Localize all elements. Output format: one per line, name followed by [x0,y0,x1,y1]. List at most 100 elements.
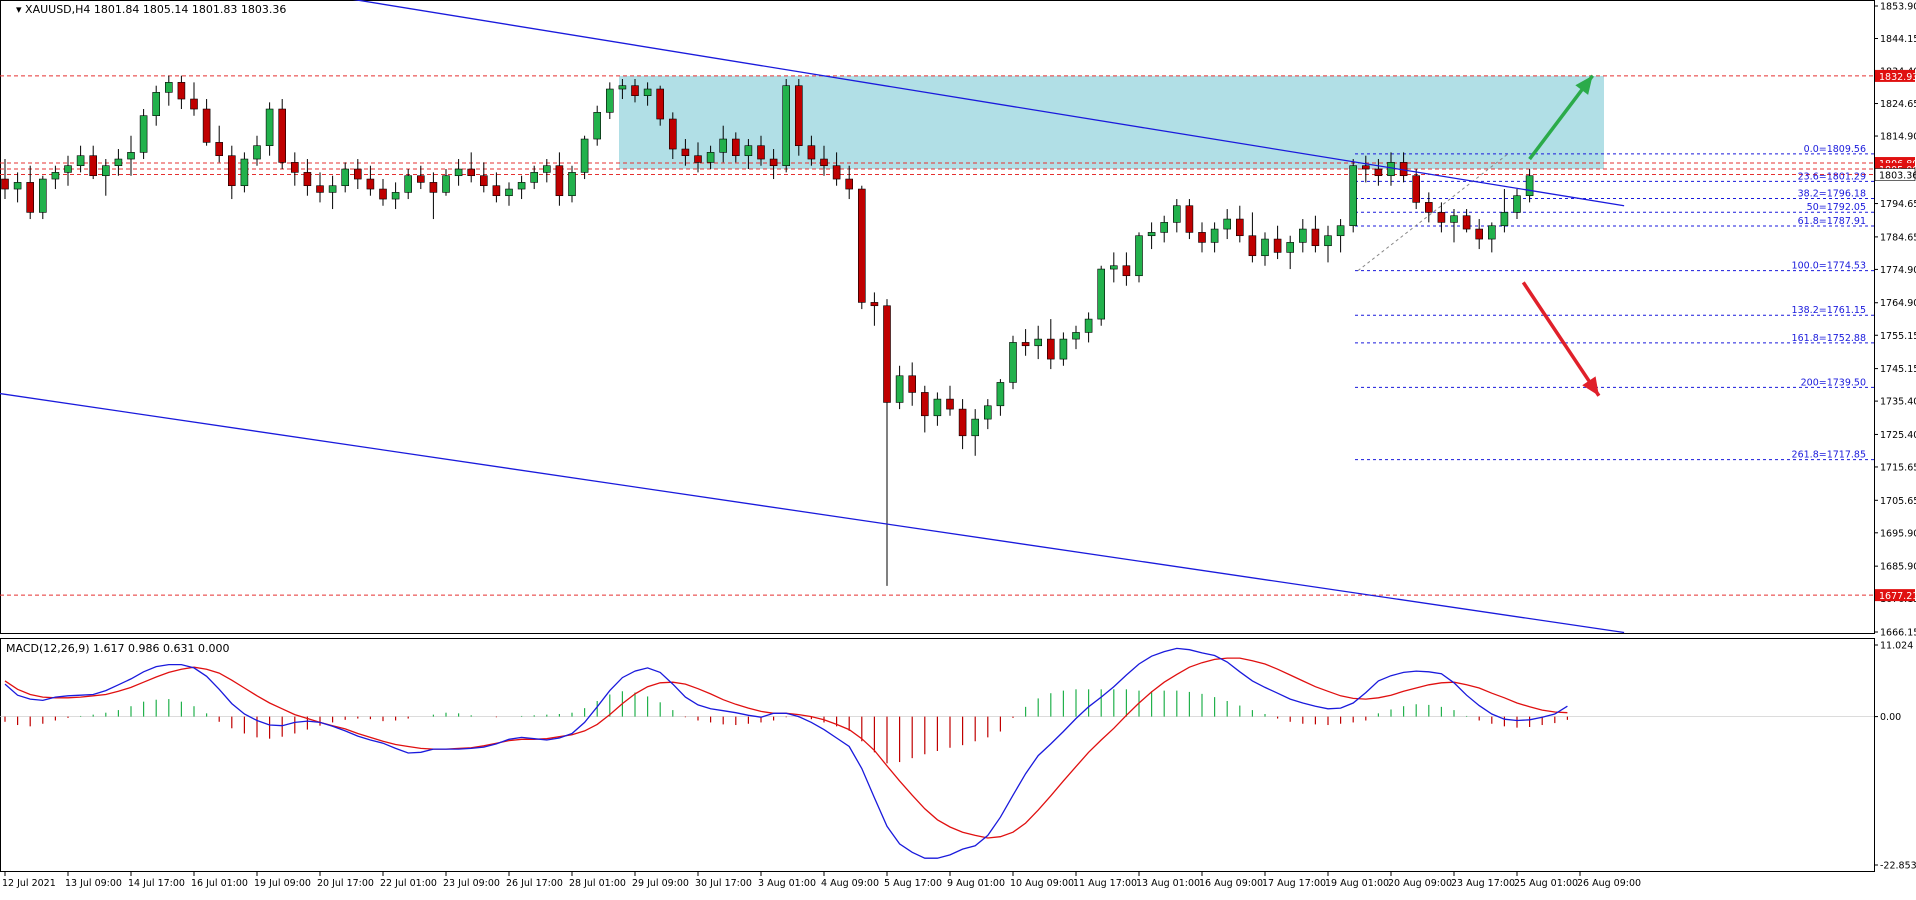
candle [391,192,400,200]
candle [857,188,866,303]
time-axis-label: 9 Aug 01:00 [947,878,1005,889]
candle [1513,195,1521,213]
candle [127,152,135,160]
candle [1387,162,1395,177]
arrow-down-head [1582,376,1599,396]
candle [706,152,715,163]
arrow-down [1521,281,1601,397]
price-panel-frame [0,0,1875,634]
candle [983,405,992,420]
time-axis-label: 16 Jul 01:00 [191,878,248,889]
price-axis-label: 1725.40 [1880,430,1916,441]
candle [177,82,186,100]
candle [1488,225,1496,240]
candle [870,302,879,307]
price-axis-label: 1685.90 [1880,562,1916,573]
candle [416,175,425,183]
time-axis-label: 11 Aug 17:00 [1073,878,1137,889]
candle [1185,205,1194,233]
symbol-dropdown-icon[interactable]: ▾ [16,3,22,16]
candle [996,382,1005,407]
symbol-ohlc-text: XAUUSD,H4 1801.84 1805.14 1801.83 1803.3… [25,3,287,16]
candle [404,175,413,193]
time-axis-label: 29 Jul 09:00 [632,878,689,889]
time-axis-label: 19 Aug 01:00 [1325,878,1389,889]
candle [328,185,337,193]
candle [958,408,967,437]
candle [568,172,576,197]
time-axis-label: 23 Jul 09:00 [443,878,500,889]
candle [1437,212,1446,223]
fibonacci-level-label: 161.8=1752.88 [1792,333,1866,344]
price-axis-label: 1794.65 [1880,199,1916,210]
candle [1173,205,1181,223]
candle [580,138,589,173]
candle [517,182,526,190]
candle [618,85,627,90]
candle [152,92,160,116]
candle [1,178,9,190]
candle [1110,265,1118,270]
candle [51,172,60,180]
candle [1349,165,1357,227]
candle [744,145,753,157]
candle [442,175,450,193]
arrow-up-head [1575,75,1593,95]
time-axis-label: 23 Aug 17:00 [1451,878,1515,889]
trendline [352,0,1625,207]
candle [76,155,85,167]
candle [1299,228,1307,243]
candle [89,155,97,177]
candle [454,168,463,177]
candle [1362,165,1370,170]
macd-axis-label: 0.00 [1880,712,1901,723]
candle [1311,228,1320,247]
candle [820,158,828,167]
candle [114,158,123,167]
price-axis-label: 1745.15 [1880,364,1916,375]
candle [845,178,854,190]
price-axis-label: 1814.90 [1880,132,1916,143]
candle [1034,338,1042,347]
price-axis-label: 1774.90 [1880,265,1916,276]
candle [1450,215,1458,223]
candle [1475,228,1483,240]
time-axis-label: 28 Jul 01:00 [569,878,626,889]
candle [832,165,841,180]
price-tag-label: 1832.93 [1879,72,1916,83]
candle [1286,242,1294,253]
candle [1072,332,1080,340]
candle [1261,238,1269,257]
candle [643,88,652,96]
price-axis-label: 1695.90 [1880,528,1916,539]
price-axis-label: 1824.65 [1880,99,1916,110]
macd-axis-label: 11.024 [1880,641,1913,652]
candle [1374,168,1383,177]
candle [731,138,740,157]
fibonacci-level-label: 50=1792.05 [1807,202,1866,213]
candle [1059,338,1068,360]
candle [1500,212,1509,227]
symbol-readout: ▾ XAUUSD,H4 1801.84 1805.14 1801.83 1803… [16,3,286,16]
candle [933,398,942,417]
candle [228,155,236,187]
candle [530,172,539,183]
candle [681,148,690,157]
fibonacci-level-label: 261.8=1717.85 [1792,450,1866,461]
candle [694,155,702,163]
candle [492,185,501,197]
candle [1009,342,1017,383]
time-axis-label: 13 Jul 09:00 [65,878,122,889]
candle [278,108,287,163]
fibonacci-level-label: 61.8=1787.91 [1798,216,1866,227]
candle [190,98,198,110]
candle [139,115,148,153]
time-axis-label: 17 Aug 17:00 [1262,878,1326,889]
price-tag [1875,69,1915,82]
candle [379,188,387,200]
candle [895,375,904,403]
price-axis-label: 1784.65 [1880,232,1916,243]
candle [215,142,223,157]
